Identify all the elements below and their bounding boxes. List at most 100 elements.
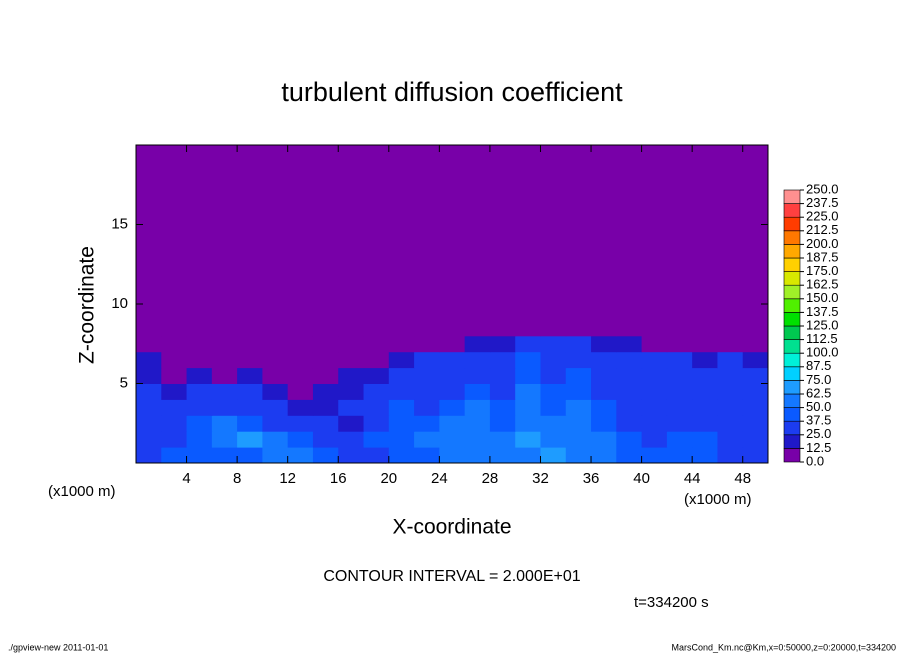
cell: [136, 335, 162, 353]
cell: [161, 145, 188, 337]
cell: [237, 383, 263, 400]
cell: [515, 447, 541, 464]
cell: [489, 383, 516, 400]
colorbar-swatch: [783, 339, 801, 354]
cell: [540, 447, 567, 464]
cell: [717, 145, 744, 337]
cell: [161, 351, 188, 369]
cell: [464, 383, 491, 400]
cell: [717, 335, 744, 353]
cell: [489, 145, 516, 337]
colorbar-label: 137.5: [806, 304, 839, 319]
cell: [414, 145, 440, 337]
cell: [565, 383, 592, 400]
cell: [641, 399, 668, 416]
cell: [186, 431, 213, 448]
cell: [388, 383, 415, 400]
cell: [641, 351, 668, 369]
colorbar-label: 187.5: [806, 249, 839, 264]
colorbar-label: 100.0: [806, 345, 839, 360]
cell: [136, 145, 162, 337]
cell: [136, 383, 162, 400]
x-tick-label: 16: [330, 470, 347, 487]
y-tick-label: 15: [111, 215, 128, 232]
cell: [692, 431, 718, 448]
cell: [489, 335, 516, 353]
cell: [565, 367, 592, 384]
cell: [540, 335, 567, 353]
cell: [237, 447, 263, 464]
cell: [717, 431, 744, 448]
colorbar-label: 125.0: [806, 317, 839, 332]
cell: [439, 383, 466, 400]
cell: [262, 415, 289, 432]
cell: [237, 431, 263, 448]
cell: [489, 415, 516, 432]
cell: [515, 399, 541, 416]
colorbar-label: 150.0: [806, 290, 839, 305]
cell: [312, 367, 339, 384]
cell: [363, 367, 390, 384]
cell: [489, 431, 516, 448]
cell: [540, 431, 567, 448]
cell: [287, 415, 314, 432]
cell: [439, 415, 466, 432]
cell: [565, 335, 592, 353]
cell: [338, 447, 365, 464]
chart-title: turbulent diffusion coefficient: [281, 77, 623, 107]
cell: [414, 447, 440, 464]
cell: [565, 145, 592, 337]
cell: [136, 431, 162, 448]
cell: [136, 415, 162, 432]
cell: [717, 383, 744, 400]
cell: [136, 447, 162, 464]
cell: [540, 399, 567, 416]
x-tick-label: 36: [583, 470, 600, 487]
cell: [666, 399, 693, 416]
colorbar-label: 50.0: [806, 399, 831, 414]
cell: [161, 447, 188, 464]
cell: [742, 335, 769, 353]
cell: [692, 415, 718, 432]
cell: [717, 367, 744, 384]
x-tick-label: 28: [482, 470, 499, 487]
cell: [312, 145, 339, 337]
cell: [641, 383, 668, 400]
colorbar-swatch: [783, 230, 801, 245]
cell: [363, 145, 390, 337]
x-tick-label: 48: [734, 470, 751, 487]
cell: [515, 415, 541, 432]
x-tick-label: 20: [380, 470, 397, 487]
colorbar-label: 37.5: [806, 413, 831, 428]
cell: [287, 145, 314, 337]
cell: [414, 383, 440, 400]
cell: [363, 431, 390, 448]
cell: [363, 351, 390, 369]
cell: [464, 431, 491, 448]
cell: [237, 145, 263, 337]
cell: [388, 431, 415, 448]
cell: [388, 447, 415, 464]
cell: [464, 351, 491, 369]
cell: [414, 431, 440, 448]
cell: [717, 447, 744, 464]
cell: [692, 335, 718, 353]
cell: [414, 351, 440, 369]
colorbar-swatch: [783, 298, 801, 313]
cell: [287, 367, 314, 384]
colorbar-swatch: [783, 203, 801, 218]
cell: [591, 145, 617, 337]
x-axis-label: X-coordinate: [392, 516, 511, 539]
cell: [211, 399, 238, 416]
colorbar-swatch: [783, 352, 801, 368]
cell: [515, 367, 541, 384]
cell: [439, 431, 466, 448]
cell: [666, 335, 693, 353]
time-label: t=334200 s: [634, 594, 709, 611]
cell: [641, 431, 668, 448]
cell: [515, 431, 541, 448]
cell: [262, 367, 289, 384]
colorbar-label: 237.5: [806, 195, 839, 210]
cell: [666, 447, 693, 464]
